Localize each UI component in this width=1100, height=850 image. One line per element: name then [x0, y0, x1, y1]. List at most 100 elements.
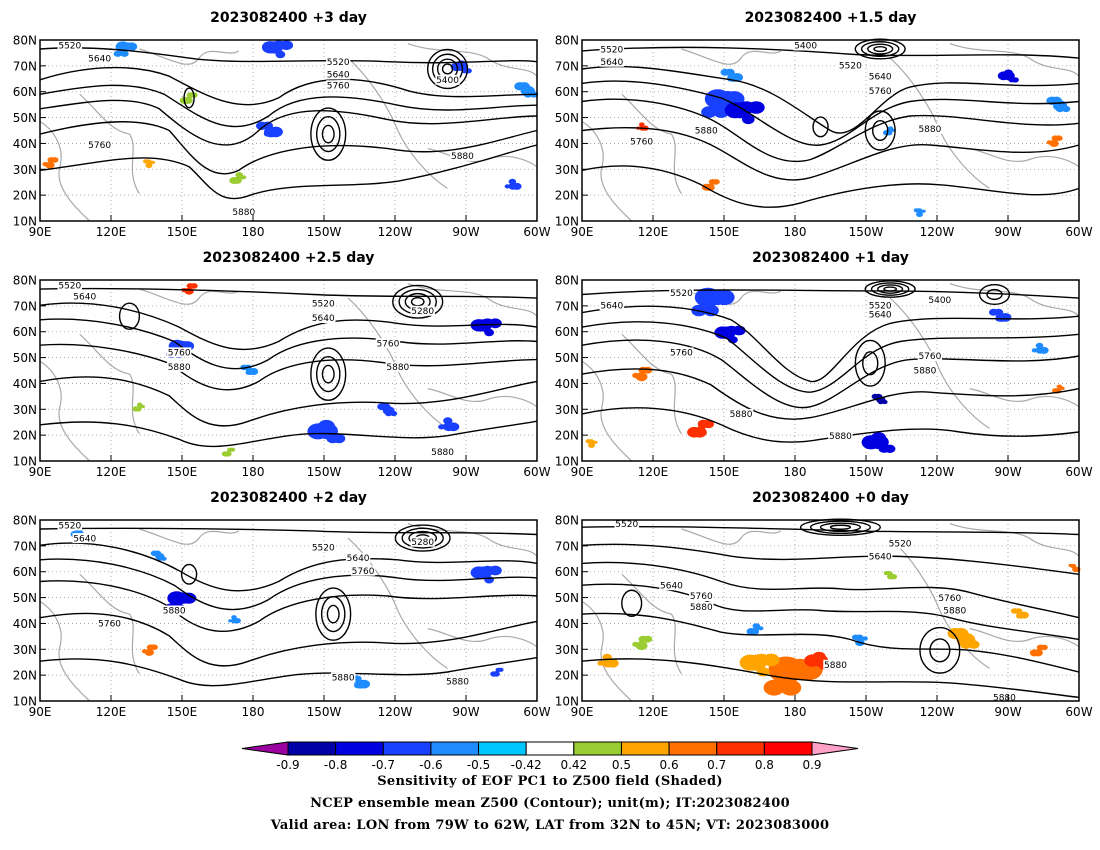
sensitivity-patch: [593, 440, 598, 444]
sensitivity-patch: [145, 162, 153, 169]
y-tick-label: 70N: [13, 59, 37, 73]
coastline-segment: [681, 528, 782, 545]
colorbar-tick-label: 0.9: [802, 758, 821, 772]
map-panel: 2023082400 +2.5 day552056405520564052805…: [13, 250, 551, 479]
sensitivity-patch: [161, 556, 167, 561]
y-tick-label: 60N: [13, 85, 37, 99]
contour-label-bg: [828, 430, 853, 441]
z500-contour-line: [39, 318, 538, 370]
map-frame: [581, 519, 1080, 702]
contour-label-bg: [689, 591, 714, 602]
contour-label: 5400: [928, 296, 951, 306]
z500-contour-line: [581, 80, 1080, 146]
x-tick-label: 120W: [378, 705, 413, 719]
z500-contour-line: [39, 343, 538, 391]
contour-label-bg: [868, 309, 893, 320]
sensitivity-patch: [855, 634, 864, 641]
coastline-segment: [407, 43, 538, 77]
sensitivity-patch: [702, 419, 715, 429]
y-tick-label: 10N: [555, 455, 579, 469]
coastline-segment: [79, 333, 140, 435]
contour-label-bg: [689, 601, 714, 612]
sensitivity-patch: [390, 410, 398, 417]
z500-contours: [581, 280, 1080, 443]
x-tick-label: 180: [784, 705, 807, 719]
contour-label: 5520: [869, 302, 892, 312]
z500-contour-line: [39, 287, 538, 299]
sensitivity-patch: [47, 157, 55, 163]
contour-label-bg: [57, 40, 83, 51]
y-tick-label: 20N: [555, 189, 579, 203]
x-tick-label: 150E: [709, 705, 740, 719]
panel-title: 2023082400 +2 day: [210, 490, 367, 506]
contour-label: 5520: [889, 540, 912, 550]
z500-contours: [39, 47, 538, 200]
z500-closed-contour: [441, 63, 454, 75]
colorbar-segment: [382, 741, 432, 756]
contour-label: 5400: [794, 42, 817, 52]
z500-closed-contour: [860, 41, 900, 58]
z500-closed-contour: [978, 283, 1011, 305]
sensitivity-patch: [122, 42, 134, 51]
contour-label: 5640: [73, 292, 96, 302]
z500-contour-line: [39, 47, 538, 64]
coastlines: [581, 523, 1080, 702]
coastline-segment: [949, 43, 1080, 77]
contour-label-bg: [231, 206, 256, 217]
contour-label: 5880: [993, 694, 1016, 704]
contour-label: 5880: [451, 152, 474, 162]
sensitivity-patch: [176, 592, 192, 604]
contour-label: 5880: [168, 363, 191, 373]
colorbar-tick-label: -0.5: [467, 758, 490, 772]
contour-label-bg: [992, 692, 1017, 703]
contour-label: 5520: [600, 45, 623, 55]
sensitivity-patch: [632, 641, 640, 647]
sensitivity-patch: [988, 308, 999, 316]
sensitivity-patch: [231, 615, 237, 620]
sensitivity-patch: [443, 417, 453, 425]
contour-label: 5880: [913, 367, 936, 377]
y-tick-label: 50N: [555, 111, 579, 125]
contour-label: 5760: [869, 87, 892, 97]
z500-closed-contour: [321, 124, 335, 144]
x-tick-label: 120E: [96, 705, 127, 719]
coastline-segment: [39, 360, 91, 462]
sensitivity-patch: [488, 565, 502, 576]
coastline-segment: [139, 288, 240, 305]
sensitivity-patch: [442, 424, 450, 430]
z500-closed-contour: [819, 522, 862, 533]
contour-label-bg: [435, 74, 460, 85]
contour-label: 5760: [98, 619, 121, 629]
contour-label: 5760: [630, 138, 653, 148]
sensitivity-patch: [1035, 348, 1041, 353]
sensitivity-patch: [1039, 346, 1049, 354]
sensitivity-patch: [747, 101, 765, 114]
y-tick-label: 30N: [555, 403, 579, 417]
colorbar-segment: [763, 741, 813, 756]
x-tick-label: 90W: [452, 705, 479, 719]
y-tick-label: 30N: [13, 403, 37, 417]
sensitivity-patch: [475, 566, 492, 579]
contour-label-bg: [375, 338, 401, 349]
contour-label: 5880: [163, 607, 186, 617]
contour-label: 5880: [332, 674, 355, 684]
x-tick-label: 90E: [29, 705, 52, 719]
colorbar-segment: [668, 741, 718, 756]
contour-label: 5640: [600, 302, 623, 312]
z500-contour-line: [39, 84, 538, 128]
contour-label-bg: [669, 347, 694, 358]
contour-label: 5520: [312, 300, 335, 310]
contour-label-bg: [927, 294, 953, 305]
x-tick-label: 90E: [571, 225, 594, 239]
coastline-segment: [139, 48, 240, 65]
z500-contour-line: [581, 658, 1080, 699]
coastline-segment: [889, 297, 990, 429]
sensitivity-patch: [888, 128, 893, 132]
contour-label: 5880: [943, 607, 966, 617]
coastline-segment: [79, 573, 140, 675]
z500-contour-line: [581, 339, 1080, 409]
z500-contour-line: [581, 407, 1080, 443]
x-tick-label: 150W: [307, 225, 342, 239]
colorbar-segment: [716, 741, 765, 756]
x-tick-label: 90W: [452, 225, 479, 239]
